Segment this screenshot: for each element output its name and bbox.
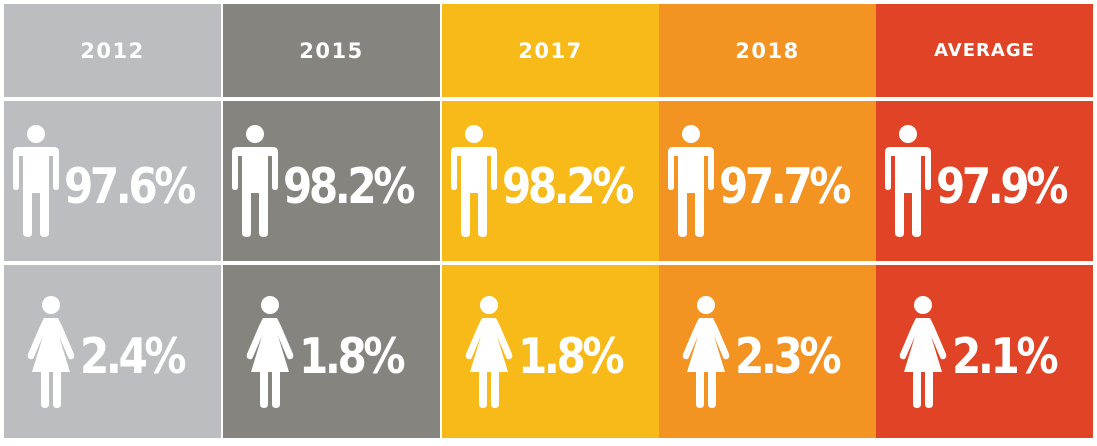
male-icon	[12, 125, 59, 237]
female-cell: 2.4%	[4, 265, 221, 438]
female-icon	[682, 295, 729, 408]
male-cell: 98.2%	[442, 101, 659, 261]
male-percentage: 98.2%	[501, 157, 634, 215]
year-label: 2012	[80, 38, 145, 63]
male-percentage: 97.9%	[935, 157, 1068, 215]
year-label: AVERAGE	[934, 40, 1035, 61]
column-2015: 2015 98.2% 1.8%	[223, 4, 440, 438]
female-cell: 2.3%	[659, 265, 876, 438]
female-icon	[465, 295, 512, 408]
male-cell: 97.7%	[659, 101, 876, 261]
male-cell: 97.6%	[4, 101, 221, 261]
column-2012: 2012 97.6% 2.4%	[4, 4, 221, 438]
year-label: 2018	[735, 38, 800, 63]
male-icon	[884, 125, 931, 237]
female-icon	[27, 295, 74, 408]
column-header: AVERAGE	[876, 4, 1093, 97]
male-percentage: 98.2%	[282, 157, 415, 215]
female-percentage: 2.3%	[734, 328, 842, 385]
male-icon	[231, 125, 278, 237]
female-cell: 1.8%	[442, 265, 659, 438]
column-2018: 2018 97.7% 2.3%	[659, 4, 876, 438]
male-cell: 97.9%	[876, 101, 1093, 261]
column-header: 2017	[442, 4, 659, 97]
female-percentage: 2.4%	[79, 328, 187, 385]
male-icon	[450, 125, 497, 237]
female-percentage: 1.8%	[517, 328, 625, 385]
female-percentage: 1.8%	[298, 328, 406, 385]
male-percentage: 97.6%	[63, 157, 196, 215]
female-percentage: 2.1%	[951, 328, 1059, 385]
female-cell: 2.1%	[876, 265, 1093, 438]
male-cell: 98.2%	[223, 101, 440, 261]
female-cell: 1.8%	[223, 265, 440, 438]
column-header: 2012	[4, 4, 221, 97]
column-header: 2015	[223, 4, 440, 97]
column-2017: 2017 98.2% 1.8%	[442, 4, 659, 438]
male-icon	[667, 125, 714, 237]
female-icon	[899, 295, 946, 408]
year-label: 2015	[299, 38, 364, 63]
column-average: AVERAGE 97.9% 2.1%	[876, 4, 1093, 438]
female-icon	[246, 295, 293, 408]
male-percentage: 97.7%	[718, 157, 851, 215]
year-label: 2017	[518, 38, 583, 63]
column-header: 2018	[659, 4, 876, 97]
